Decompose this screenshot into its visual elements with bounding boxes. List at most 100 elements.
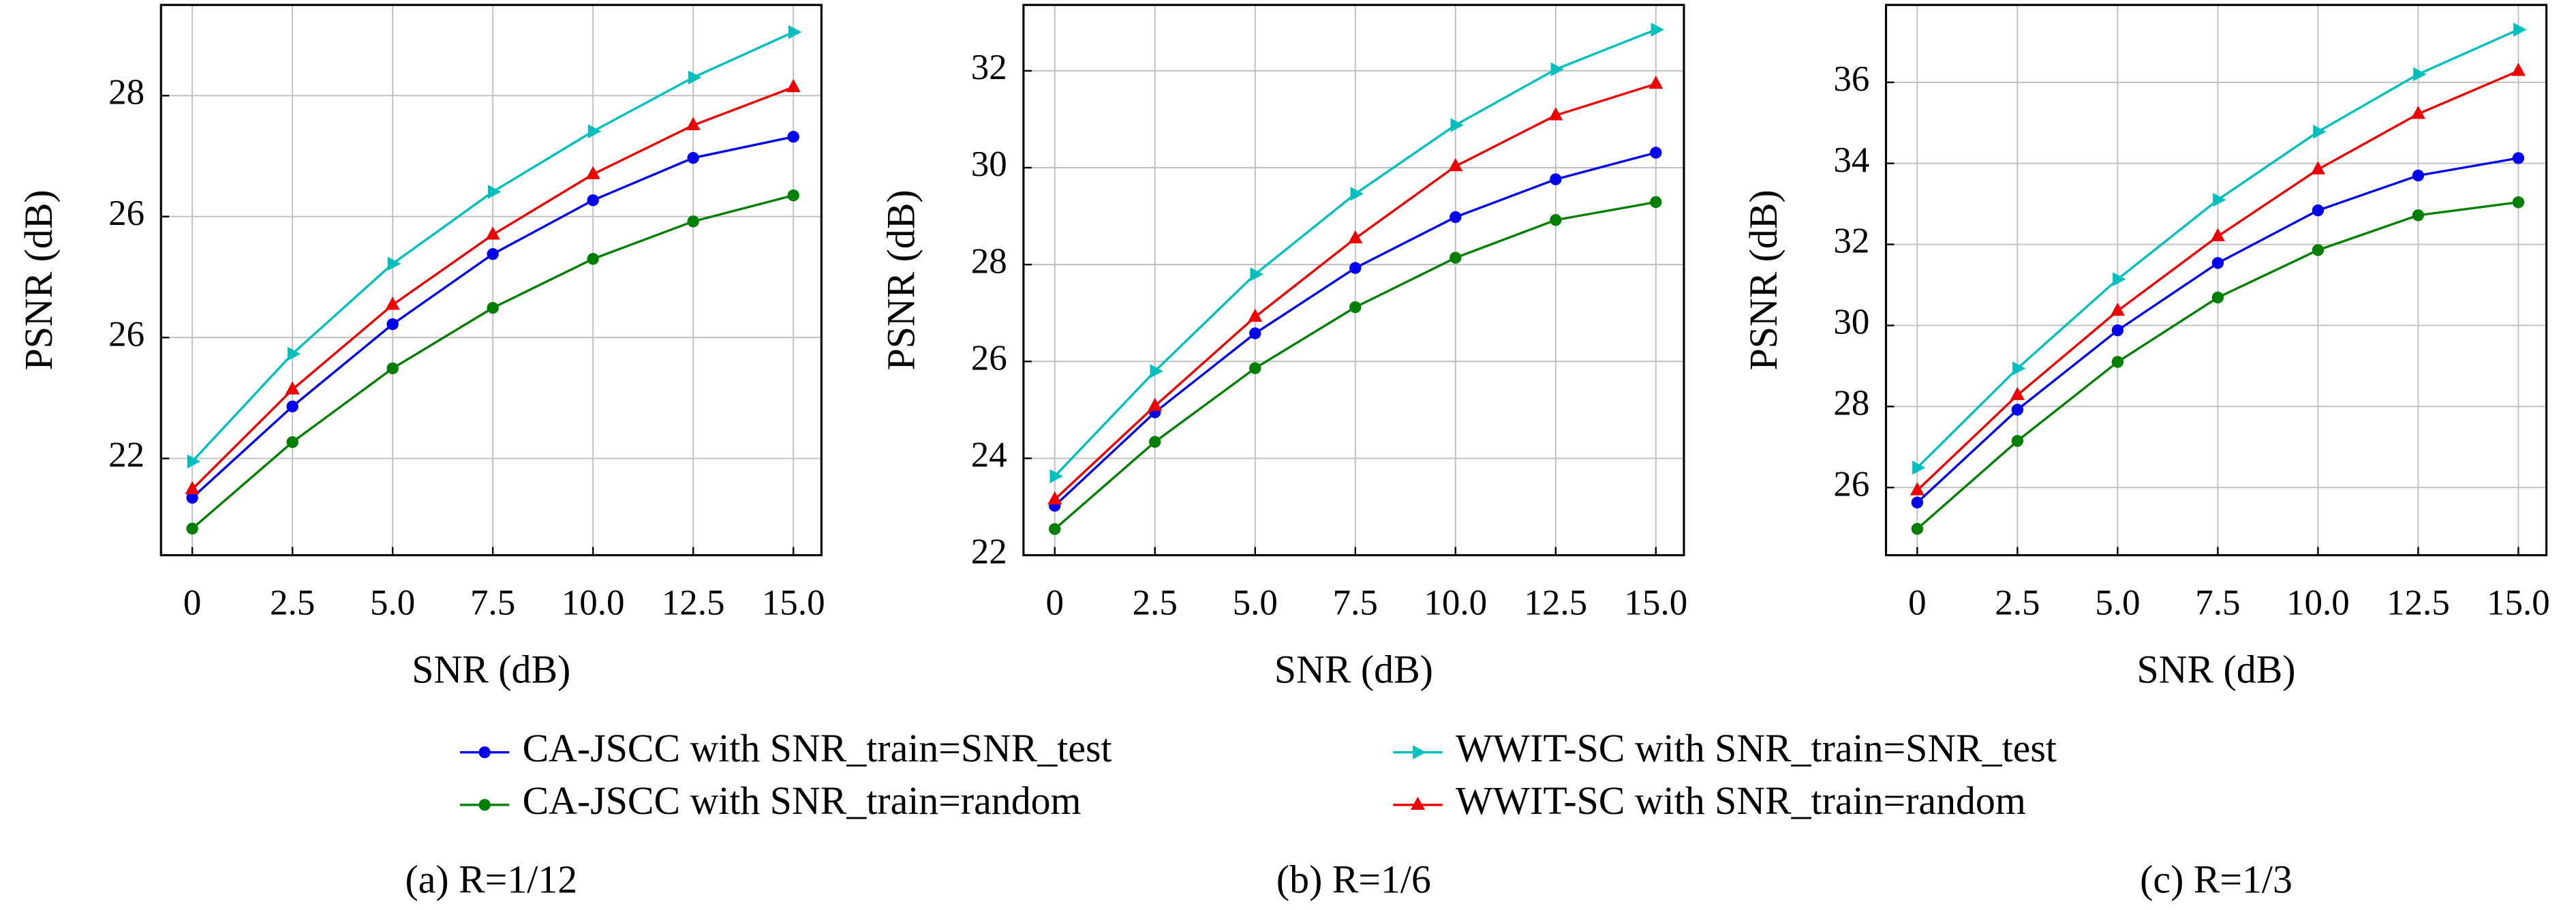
legend-label: CA-JSCC with SNR_train=SNR_test (523, 726, 1112, 770)
point (1413, 745, 1426, 759)
point (2012, 361, 2026, 376)
point (1450, 118, 1464, 132)
point (187, 454, 201, 469)
y-tick-label: 28 (1833, 384, 1869, 423)
x-tick-label: 0 (1908, 583, 1927, 622)
point (1148, 397, 1163, 411)
y-tick-label: 28 (971, 241, 1007, 281)
point (185, 481, 200, 495)
y-tick-label: 24 (971, 436, 1007, 475)
point (2213, 192, 2226, 207)
y-tick-label: 28 (108, 72, 144, 112)
x-tick-label: 10.0 (562, 583, 625, 622)
point (1149, 436, 1161, 448)
x-tick-label: 5.0 (1233, 583, 1278, 622)
x-tick-label: 15.0 (1624, 583, 1687, 622)
x-axis-label: SNR (dB) (412, 647, 570, 691)
point (2413, 67, 2427, 82)
y-tick-label: 30 (971, 145, 1007, 184)
y-tick-label: 26 (1833, 464, 1869, 504)
legend-label: CA-JSCC with SNR_train=random (523, 778, 1082, 823)
point (1150, 364, 1163, 378)
point (286, 436, 298, 449)
point (1350, 187, 1364, 201)
point (487, 301, 499, 314)
legend-label: WWIT-SC with SNR_train=random (1456, 778, 2026, 823)
legend-label: WWIT-SC with SNR_train=SNR_test (1456, 726, 2057, 770)
point (1550, 173, 1562, 185)
x-tick-label: 12.5 (662, 583, 725, 622)
point (2011, 404, 2024, 416)
point (1550, 62, 1564, 76)
point (2111, 356, 2124, 368)
point (2111, 324, 2124, 337)
point (487, 248, 499, 260)
point (1249, 327, 1261, 339)
point (186, 522, 198, 535)
point (1911, 496, 1924, 509)
point (2312, 204, 2325, 217)
point (2211, 257, 2224, 269)
point (1912, 460, 1926, 475)
x-tick-label: 7.5 (470, 583, 515, 622)
x-tick-label: 12.5 (2387, 583, 2450, 622)
point (478, 799, 491, 811)
point (1049, 469, 1063, 483)
point (2412, 169, 2425, 182)
point (1649, 76, 1663, 89)
plot-frame (159, 3, 823, 557)
point (2110, 302, 2125, 316)
point (285, 381, 300, 395)
point (788, 25, 802, 40)
point (485, 226, 500, 240)
point (478, 746, 491, 759)
x-axis-label: SNR (dB) (2137, 647, 2296, 691)
plot-frame (1884, 3, 2548, 557)
point (386, 318, 399, 331)
x-tick-label: 2.5 (1133, 583, 1178, 622)
x-tick-label: 10.0 (2286, 583, 2350, 622)
chart: 22 26 26 28 0 2.5 5.0 7.5 10.0 12.5 15.0 SNR (dB) PS… (16, 3, 825, 902)
point (1410, 796, 1425, 810)
x-tick-label: 0 (183, 583, 202, 622)
point (386, 362, 399, 375)
point (1249, 362, 1261, 374)
y-tick-label: 26 (108, 194, 144, 233)
point (787, 130, 799, 143)
point (186, 491, 198, 504)
point (1349, 301, 1362, 314)
plot-frame (1022, 3, 1685, 557)
point (2312, 244, 2325, 256)
point (2512, 152, 2525, 164)
point (1047, 491, 1062, 505)
point (686, 117, 701, 130)
y-axis-label: PSNR (dB) (1741, 189, 1785, 370)
y-tick-label: 32 (971, 48, 1007, 87)
point (2513, 22, 2527, 37)
point (687, 215, 699, 228)
y-tick-label: 30 (1833, 303, 1869, 342)
y-axis-label: PSNR (dB) (879, 189, 923, 370)
point (387, 256, 401, 271)
point (1651, 22, 1664, 37)
y-tick-label: 22 (971, 532, 1007, 572)
point (1348, 230, 1363, 243)
x-tick-label: 5.0 (2095, 583, 2140, 622)
y-tick-label: 34 (1833, 140, 1869, 180)
point (2410, 106, 2425, 119)
x-axis-label: SNR (dB) (1274, 647, 1433, 691)
point (1450, 211, 1462, 224)
point (787, 189, 799, 202)
caption: (a) R=1/12 (405, 858, 577, 902)
x-tick-label: 15.0 (762, 583, 825, 622)
point (1250, 267, 1263, 282)
point (2313, 125, 2327, 139)
x-tick-label: 7.5 (2195, 583, 2240, 622)
x-tick-label: 15.0 (2487, 583, 2550, 622)
point (1650, 196, 1662, 209)
y-tick-label: 26 (971, 338, 1007, 378)
point (585, 166, 600, 179)
y-tick-label: 36 (1833, 59, 1869, 99)
